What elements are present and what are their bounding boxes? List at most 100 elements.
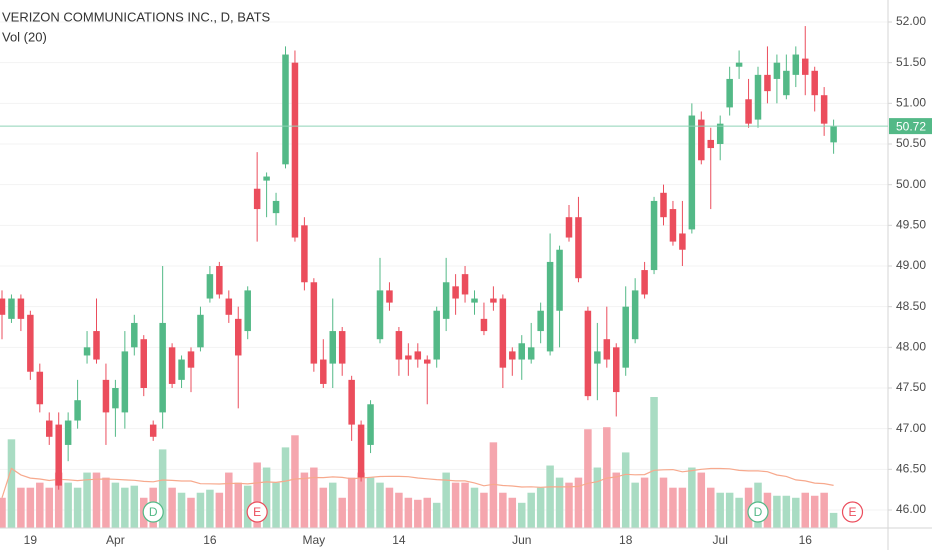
candle-body xyxy=(263,176,270,181)
candle-body xyxy=(565,217,573,238)
volume-bar xyxy=(319,487,328,528)
candle-body xyxy=(442,282,450,319)
y-tick-label: 47.50 xyxy=(896,380,926,394)
candle-body xyxy=(669,209,677,242)
candle-body xyxy=(679,233,686,250)
candle-body xyxy=(622,306,629,368)
volume-bar xyxy=(404,497,413,528)
y-tick-label: 51.00 xyxy=(896,96,926,110)
x-tick-label: 19 xyxy=(24,533,38,547)
volume-bar xyxy=(385,487,394,528)
volume-bar xyxy=(584,429,592,528)
volume-bar xyxy=(810,495,819,528)
volume-bar xyxy=(102,477,110,528)
candle-body xyxy=(46,420,53,437)
volume-bar xyxy=(820,492,828,528)
candle-body xyxy=(187,351,195,368)
x-tick-label: May xyxy=(303,533,326,547)
volume-bar xyxy=(640,477,649,528)
candle-body xyxy=(414,351,422,360)
x-tick-label: Jul xyxy=(713,533,728,547)
candle-body xyxy=(490,298,497,303)
volume-bar xyxy=(499,492,507,528)
x-tick-label: 14 xyxy=(392,533,406,547)
y-tick-label: 50.00 xyxy=(896,177,926,191)
candle-body xyxy=(792,54,800,75)
x-tick-label: Apr xyxy=(106,533,125,547)
candle-body xyxy=(367,404,374,445)
candle-body xyxy=(735,62,743,67)
candle-body xyxy=(811,70,818,96)
volume-bar xyxy=(414,499,422,528)
volume-bar xyxy=(489,442,498,528)
event-marker xyxy=(747,501,769,523)
candle-body xyxy=(168,347,176,384)
candle-body xyxy=(802,58,809,75)
volume-bar xyxy=(187,497,195,528)
volume-bar xyxy=(281,447,290,528)
volume-bar xyxy=(225,472,233,528)
candle-body xyxy=(613,347,620,393)
candle-body xyxy=(820,95,828,124)
candle-body xyxy=(754,74,762,120)
candle-body xyxy=(348,379,355,425)
candle-body xyxy=(575,217,582,279)
candle-body xyxy=(8,298,15,319)
candle-body xyxy=(74,400,81,421)
candle-body xyxy=(310,282,318,364)
candle-body xyxy=(357,424,365,478)
candle-body xyxy=(594,351,601,364)
y-tick-label: 52.00 xyxy=(896,14,926,28)
candle-body xyxy=(698,119,705,161)
y-tick-label: 49.50 xyxy=(896,218,926,232)
x-tick-label: 16 xyxy=(203,533,217,547)
candle-body xyxy=(716,123,724,144)
volume-bar xyxy=(470,487,479,528)
volume-bar xyxy=(36,482,44,528)
candle-body xyxy=(631,290,639,340)
candle-body xyxy=(726,78,733,108)
candle-body xyxy=(244,290,251,332)
candle-body xyxy=(499,298,507,368)
volume-bar xyxy=(480,492,488,528)
candle-body xyxy=(660,192,667,218)
volume-bar xyxy=(7,439,16,528)
candle-body xyxy=(83,347,91,356)
candle-body xyxy=(55,424,62,486)
candle-body xyxy=(641,270,648,295)
y-tick-label: 49.00 xyxy=(896,258,926,272)
volume-bar xyxy=(300,472,309,528)
event-marker xyxy=(841,501,864,523)
y-tick-label: 47.00 xyxy=(896,421,926,435)
volume-bar xyxy=(461,482,469,528)
volume-bar xyxy=(565,482,573,528)
volume-bar xyxy=(508,497,517,528)
candle-body xyxy=(603,339,611,360)
volume-bar xyxy=(310,467,318,528)
volume-bar xyxy=(92,472,101,528)
volume-bar xyxy=(678,487,687,528)
volume-bar xyxy=(272,482,280,528)
event-label: D xyxy=(754,505,763,519)
event-label: E xyxy=(253,505,261,519)
volume-bar xyxy=(73,487,82,528)
volume-bar xyxy=(338,497,346,528)
y-tick-label: 48.00 xyxy=(896,340,926,354)
candle-body xyxy=(253,188,261,210)
volume-bar xyxy=(518,502,526,528)
event-marker xyxy=(142,501,164,523)
candle-body xyxy=(424,359,431,364)
candle-body xyxy=(376,290,384,340)
candle-body xyxy=(159,322,166,413)
volume-bar xyxy=(612,472,620,528)
candle-body xyxy=(206,274,214,299)
candle-body xyxy=(291,62,299,238)
candle-body xyxy=(338,331,346,364)
volume-bar xyxy=(130,485,139,528)
candle-body xyxy=(745,99,752,124)
volume-bar xyxy=(83,472,91,528)
candle-body xyxy=(329,331,336,364)
volume-bar xyxy=(669,487,677,528)
volume-bar xyxy=(650,397,658,528)
candle-body xyxy=(480,318,488,332)
